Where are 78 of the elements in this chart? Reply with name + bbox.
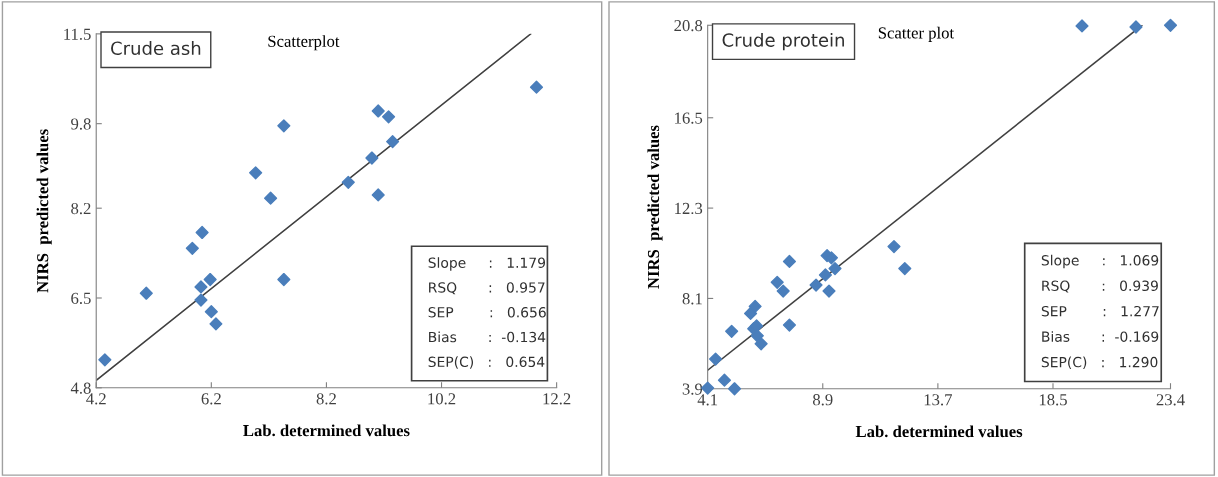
point (1075, 19, 1089, 33)
y-tick-label: 9.8 (71, 118, 91, 130)
y-axis-title: NIRS predicted values (647, 125, 663, 289)
point (1129, 20, 1143, 34)
point (818, 268, 832, 282)
point (1163, 18, 1178, 32)
point (277, 272, 291, 287)
x-tick-label: 10.2 (428, 393, 456, 405)
point (249, 166, 263, 180)
annotation: RSQ : 0.957 (429, 282, 545, 295)
annotation: Bias : -0.169 (1042, 331, 1159, 342)
annotation: Crude protein (722, 32, 844, 51)
point (204, 305, 218, 319)
point (203, 272, 217, 287)
point (209, 317, 223, 331)
point (809, 278, 823, 292)
y-axis-title: NIRS predicted values (36, 129, 52, 293)
point (748, 299, 762, 313)
annotation: Crude ash (111, 41, 201, 56)
x-tick-label: 12.2 (543, 393, 571, 405)
x-tick-label: 8.2 (316, 393, 336, 405)
x-tick-label: 8.9 (812, 394, 833, 406)
chart-title: Scatter plot (878, 26, 955, 42)
annotation: SEP : 1.277 (1041, 305, 1159, 317)
point (381, 110, 396, 124)
annotation: Bias : -0.134 (429, 331, 546, 343)
x-tick-label: 23.4 (1156, 394, 1185, 406)
point (195, 225, 209, 240)
annotation: SEP(C) : 0.654 (428, 356, 545, 369)
point (754, 337, 768, 351)
point (371, 104, 385, 118)
annotation: SEP : 0.656 (428, 307, 546, 318)
y-tick-label: 6.5 (71, 292, 91, 305)
y-tick-label: 8.1 (682, 293, 702, 305)
point (264, 191, 278, 205)
point (341, 175, 355, 189)
point (782, 318, 797, 332)
chart-title: Scatterplot (268, 35, 340, 51)
y-tick-label: 20.8 (674, 19, 703, 32)
point (529, 80, 544, 94)
point (898, 261, 912, 276)
point (727, 382, 742, 396)
y-tick-label: 11.5 (64, 28, 91, 40)
annotation: Slope : 1.179 (428, 257, 546, 271)
point (725, 324, 739, 338)
point (194, 280, 208, 294)
x-axis-title: Lab. determined values (855, 425, 1023, 438)
point (277, 119, 291, 133)
x-tick-label: 4.2 (86, 393, 106, 405)
point (750, 329, 764, 343)
y-tick-label: 16.5 (675, 112, 703, 124)
x-tick-label: 18.5 (1039, 394, 1067, 406)
annotation: RSQ : 0.939 (1042, 280, 1158, 293)
x-tick-label: 6.2 (201, 393, 221, 405)
point (386, 135, 400, 149)
y-tick-label: 3.9 (682, 383, 703, 395)
point (371, 188, 385, 202)
y-tick-label: 12.3 (675, 202, 703, 215)
annotation: SEP(C) : 1.290 (1041, 356, 1158, 369)
point (365, 151, 379, 165)
point (139, 286, 153, 300)
x-tick-label: 4.1 (697, 394, 718, 406)
point (828, 261, 842, 276)
point (822, 284, 836, 298)
point (770, 275, 784, 289)
point (194, 293, 208, 307)
point (98, 353, 112, 367)
point (887, 240, 901, 254)
point (776, 284, 790, 298)
point (717, 373, 732, 387)
point (185, 241, 199, 255)
point (782, 254, 797, 269)
annotation: Slope : 1.069 (1041, 254, 1159, 269)
x-axis-title: Lab. determined values (243, 424, 410, 437)
point (708, 352, 723, 366)
x-tick-label: 13.7 (924, 394, 952, 406)
y-tick-label: 8.2 (71, 202, 91, 215)
y-tick-label: 4.8 (70, 382, 91, 394)
